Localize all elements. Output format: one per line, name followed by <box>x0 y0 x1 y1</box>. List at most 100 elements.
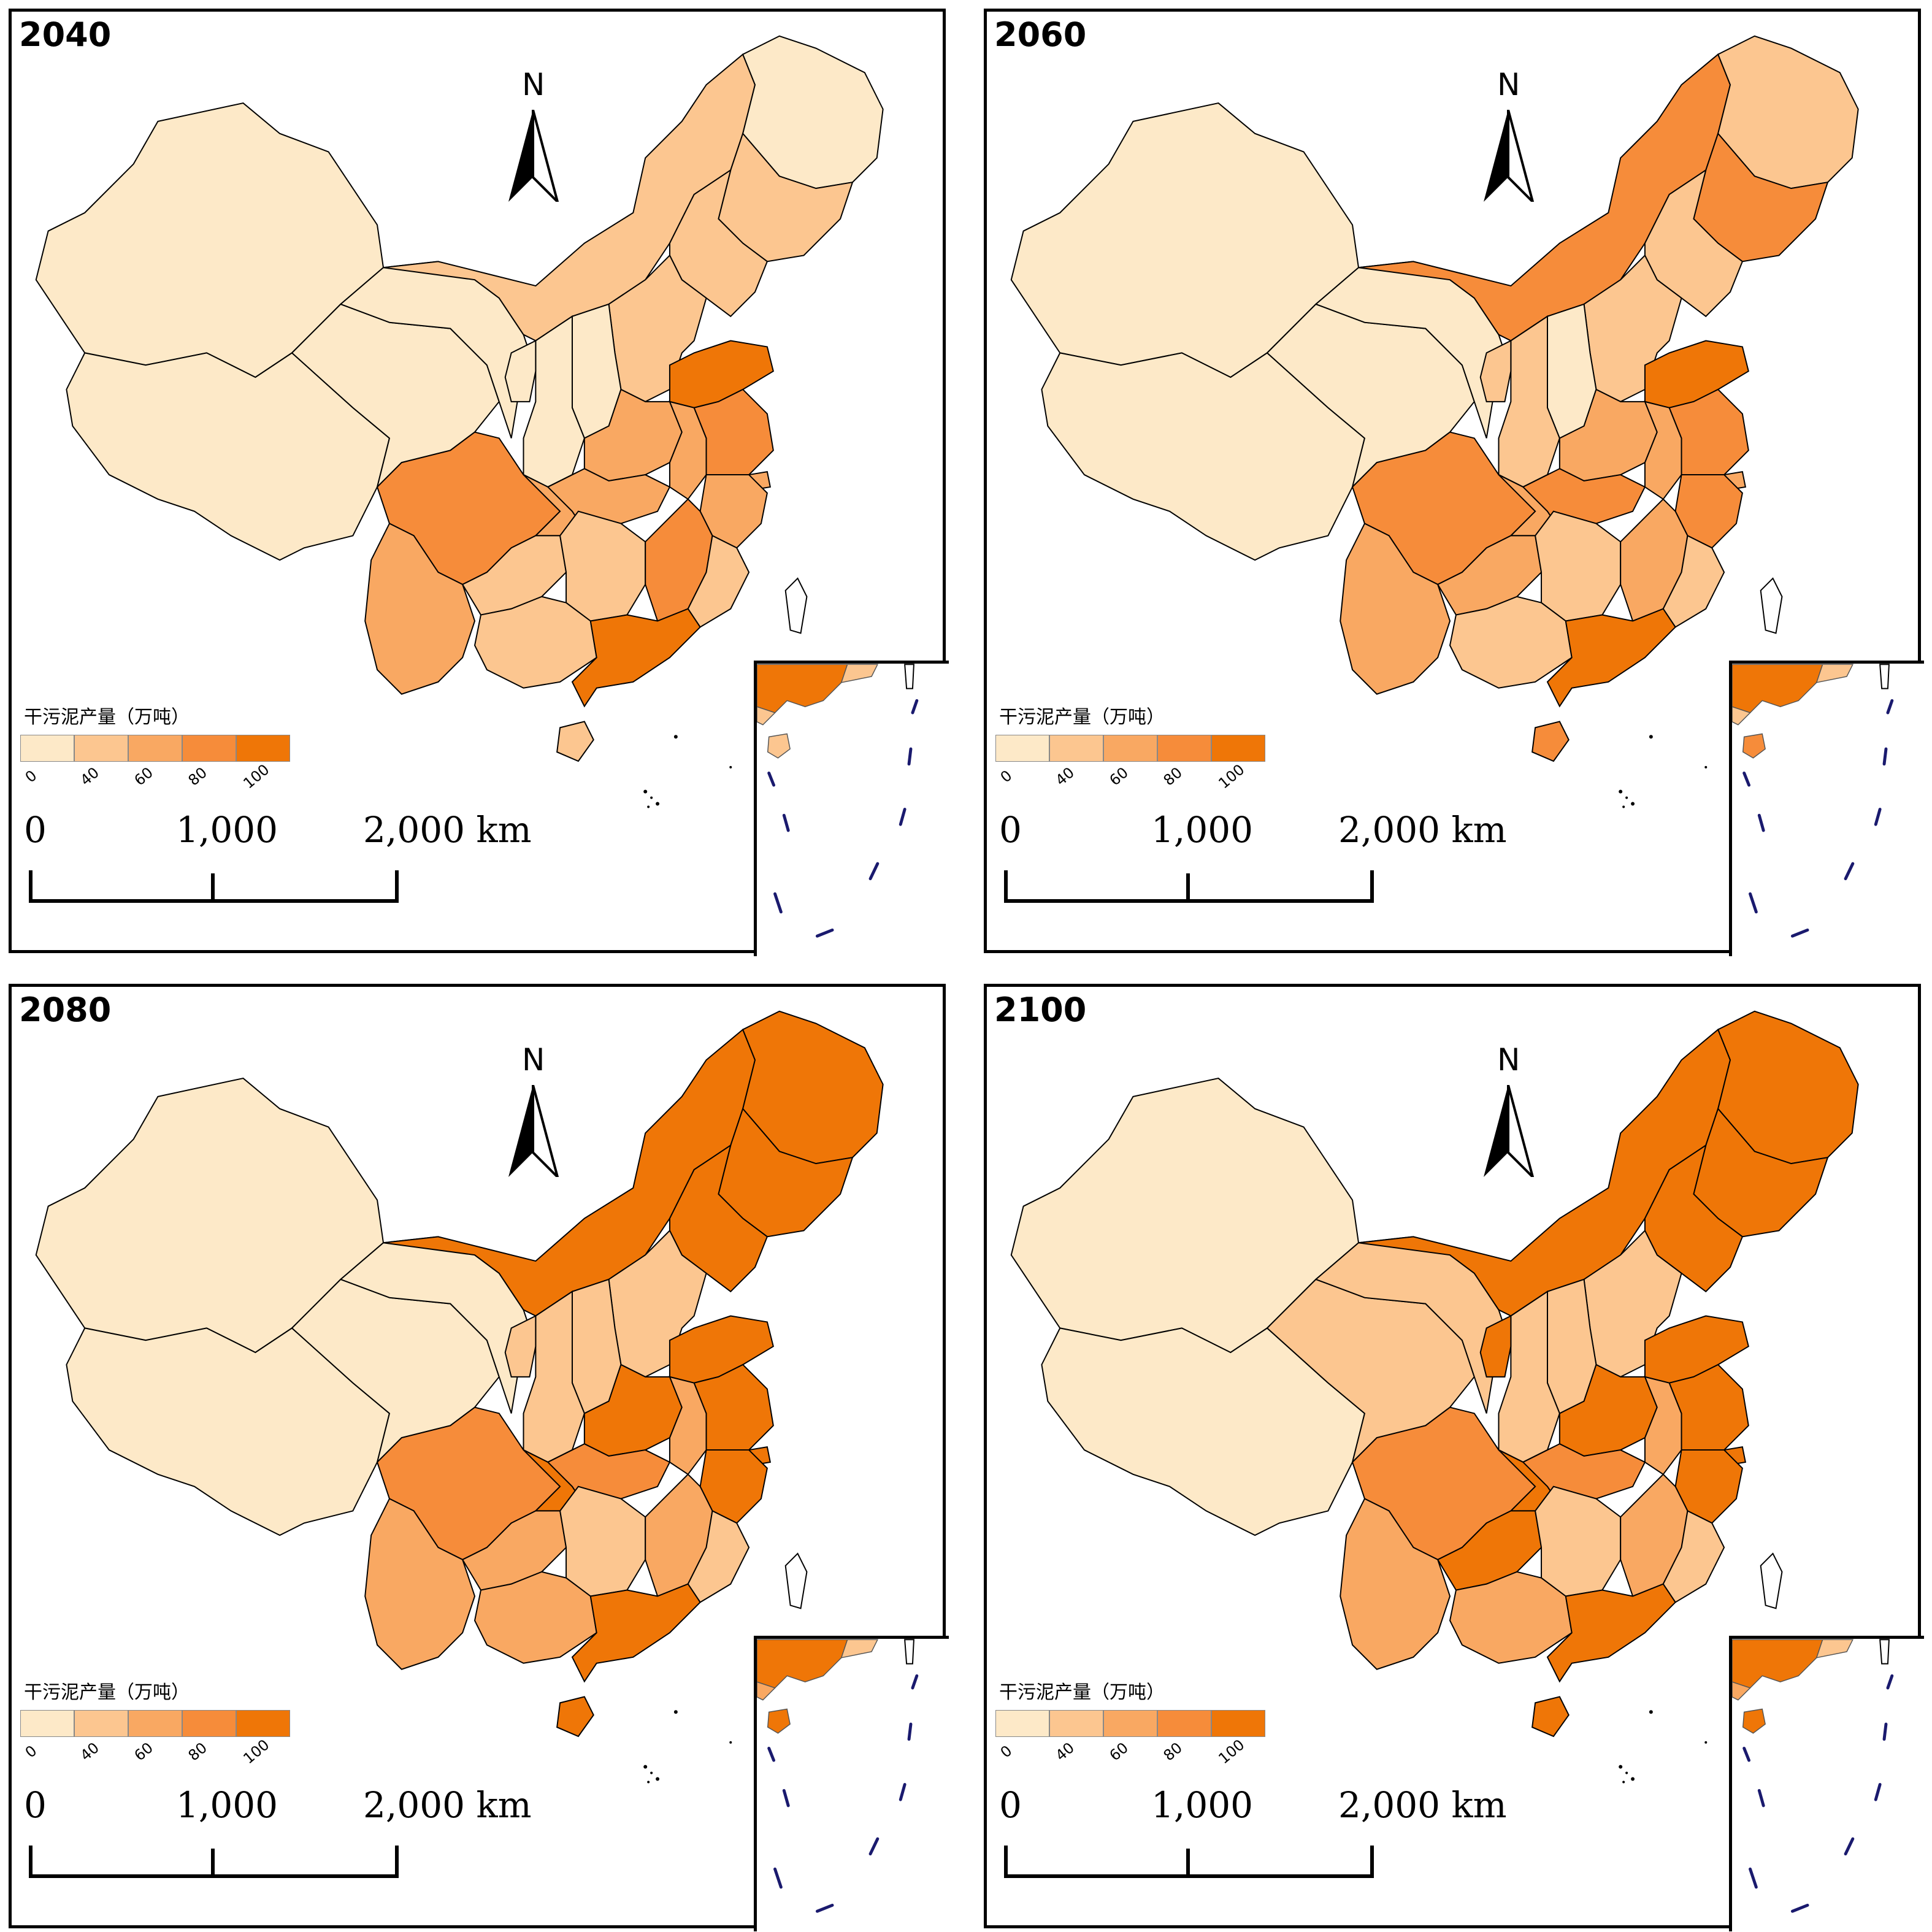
scale-label-0: 0 <box>24 1784 47 1826</box>
legend-swatch-0 <box>20 1710 74 1737</box>
legend-title: 干污泥产量（万吨） <box>999 707 1165 728</box>
scale-label-2000: 2,000 km <box>363 1784 532 1826</box>
legend-tick-label: 100 <box>1215 761 1248 792</box>
legend-tick-label: 40 <box>1052 764 1078 789</box>
legend-bar <box>20 1710 327 1737</box>
legend-swatch-0 <box>995 735 1049 762</box>
legend-tick-label: 80 <box>1160 1739 1186 1765</box>
legend-title: 干污泥产量（万吨） <box>24 1682 190 1703</box>
province-hainan <box>1531 1696 1570 1738</box>
north-label: N <box>1497 67 1520 102</box>
legend-swatch-2 <box>1103 1710 1157 1737</box>
legend-bar <box>995 1710 1302 1737</box>
scale-label-1000: 1,000 <box>176 1784 278 1826</box>
province-liaoning <box>669 169 769 318</box>
province-jiangsu <box>1668 1363 1749 1451</box>
legend-tick-label: 80 <box>185 764 210 789</box>
province-hainan <box>556 721 594 762</box>
province-yunnan <box>1340 523 1451 695</box>
province-guangdong <box>1546 608 1676 708</box>
panel-year: 2100 <box>994 991 1087 1029</box>
province-taiwan <box>1760 577 1783 634</box>
province-tibet <box>1041 1327 1366 1536</box>
legend-title: 干污泥产量（万吨） <box>999 1682 1165 1703</box>
province-hunan <box>1535 1485 1622 1597</box>
province-ningxia <box>1479 1314 1512 1378</box>
inset-map <box>757 1639 919 1913</box>
scale-bar: 0 1,000 2,000 km <box>999 1784 1507 1882</box>
panel-year: 2040 <box>19 15 112 54</box>
scale-bar-line <box>29 1846 399 1878</box>
north-label: N <box>522 67 545 102</box>
legend-swatch-3 <box>1157 735 1211 762</box>
province-jiangsu <box>693 388 774 476</box>
province-taiwan <box>1760 1552 1783 1609</box>
map-panel-2060: 2060 N 干污泥产量（万吨） 0 40 60 80 100 0 1,000 2,00… <box>984 9 1924 956</box>
scale-label-1000: 1,000 <box>1151 1784 1254 1826</box>
south-sea-islands <box>643 1710 732 1784</box>
province-fujian <box>687 1509 750 1603</box>
legend-tick-label: 0 <box>997 767 1016 786</box>
legend: 干污泥产量（万吨） 0 40 60 80 100 <box>995 1677 1302 1774</box>
province-hunan <box>559 510 646 622</box>
province-ningxia <box>1479 339 1512 402</box>
province-heilongjiang <box>742 1010 884 1165</box>
south-china-sea-inset <box>1729 661 1924 956</box>
province-fujian <box>1662 1509 1725 1603</box>
south-sea-islands <box>1619 1710 1708 1784</box>
legend-tick-label: 100 <box>240 1736 273 1768</box>
legend: 干污泥产量（万吨） 0 40 60 80 100 <box>20 702 327 799</box>
province-fujian <box>687 534 750 628</box>
legend: 干污泥产量（万吨） 0 40 60 80 100 <box>995 702 1302 799</box>
scale-bar-line <box>1004 1846 1374 1878</box>
south-china-sea-inset <box>754 1636 949 1931</box>
province-map <box>35 1010 884 1784</box>
south-sea-islands <box>1619 735 1708 808</box>
legend-title: 干污泥产量（万吨） <box>24 707 190 728</box>
province-jiangsu <box>1668 388 1749 476</box>
legend: 干污泥产量（万吨） 0 40 60 80 100 <box>20 1677 327 1774</box>
north-arrow-icon <box>1484 1085 1535 1177</box>
legend-tick-label: 60 <box>1106 1739 1132 1765</box>
north-arrow-icon <box>508 1085 559 1177</box>
north-arrow-icon <box>508 110 559 202</box>
province-map <box>1010 1010 1859 1784</box>
panel-year: 2080 <box>19 991 112 1029</box>
legend-tick-label: 100 <box>240 761 273 792</box>
province-hunan <box>559 1485 646 1597</box>
scale-label-0: 0 <box>24 809 47 851</box>
legend-swatch-3 <box>182 1710 236 1737</box>
north-label: N <box>1497 1042 1520 1078</box>
legend-tick-label: 0 <box>21 1742 40 1761</box>
legend-swatch-3 <box>1157 1710 1211 1737</box>
legend-tick-label: 40 <box>77 764 102 789</box>
map-panel-2040: 2040 N 干污泥产量（万吨） 0 40 60 80 100 0 1,000 2,00… <box>9 9 949 956</box>
province-guangdong <box>1546 1583 1676 1683</box>
north-arrow-icon <box>1484 110 1535 202</box>
legend-bar <box>20 735 327 762</box>
scale-label-0: 0 <box>999 1784 1022 1826</box>
province-guangdong <box>571 608 701 708</box>
province-heilongjiang <box>742 35 884 190</box>
scale-label-2000: 2,000 km <box>363 809 532 851</box>
south-sea-islands <box>643 735 732 808</box>
province-heilongjiang <box>1717 35 1859 190</box>
legend-ticks: 0 40 60 80 100 <box>995 761 1302 799</box>
province-shandong <box>669 1315 774 1384</box>
legend-bar <box>995 735 1302 762</box>
province-jiangsu <box>693 1363 774 1451</box>
legend-tick-label: 0 <box>997 1742 1016 1761</box>
legend-swatch-1 <box>1049 1710 1103 1737</box>
province-map <box>35 35 884 808</box>
province-hunan <box>1535 510 1622 622</box>
inset-map <box>757 664 919 938</box>
province-taiwan <box>784 1552 808 1609</box>
province-shandong <box>1644 340 1749 408</box>
south-china-sea-inset <box>1729 1636 1924 1931</box>
scale-bar: 0 1,000 2,000 km <box>24 809 532 907</box>
legend-swatch-2 <box>128 1710 182 1737</box>
province-heilongjiang <box>1717 1010 1859 1165</box>
province-yunnan <box>364 523 476 695</box>
province-yunnan <box>1340 1498 1451 1670</box>
legend-ticks: 0 40 60 80 100 <box>20 761 327 799</box>
